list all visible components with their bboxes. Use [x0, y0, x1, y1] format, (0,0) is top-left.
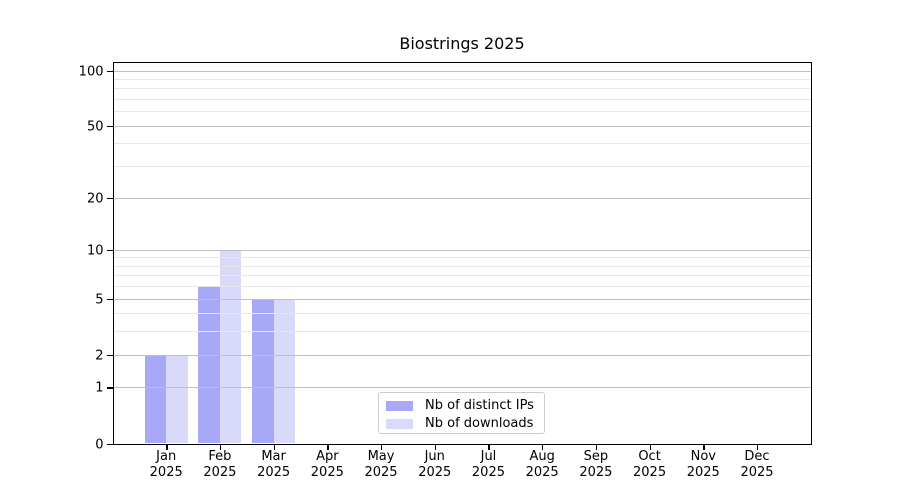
x-tick-sep-2025	[595, 444, 598, 450]
legend-label-downloads: Nb of downloads	[425, 416, 534, 431]
x-tick-label-sep-2025: Sep 2025	[579, 449, 613, 480]
y-tick-label-0: 0	[95, 437, 104, 452]
x-tick-label-jun-2025: Jun 2025	[418, 449, 452, 480]
x-tick-dec-2025	[756, 444, 759, 450]
y-tick-20	[106, 197, 113, 199]
x-tick-mar-2025	[273, 444, 275, 450]
x-tick-label-oct-2025: Oct 2025	[633, 449, 667, 480]
y-tick-10	[106, 249, 113, 252]
bar-nb-of-downloads-jan-2025	[166, 354, 188, 444]
x-tick-apr-2025	[327, 444, 329, 450]
legend-swatch-downloads	[386, 418, 413, 430]
minor-gridline-y-4	[112, 313, 811, 315]
gridline-y-5	[112, 298, 811, 300]
x-tick-label-feb-2025: Feb 2025	[203, 449, 237, 480]
x-tick-jun-2025	[434, 444, 437, 450]
minor-gridline-y-30	[112, 166, 811, 168]
y-tick-5	[106, 298, 113, 301]
bar-nb-of-downloads-feb-2025	[219, 249, 242, 444]
x-tick-label-mar-2025: Mar 2025	[257, 449, 291, 480]
x-tick-label-dec-2025: Dec 2025	[740, 449, 774, 480]
legend: Nb of distinct IPs Nb of downloads	[378, 392, 545, 434]
x-tick-feb-2025	[219, 444, 222, 450]
y-tick-100	[106, 70, 113, 72]
y-tick-0	[106, 443, 113, 445]
minor-gridline-y-60	[112, 111, 811, 113]
x-tick-label-apr-2025: Apr 2025	[310, 449, 344, 480]
y-tick-label-10: 10	[86, 243, 104, 259]
y-tick-50	[106, 125, 113, 128]
x-tick-label-aug-2025: Aug 2025	[525, 449, 559, 480]
legend-swatch-distinct-ips	[386, 400, 413, 412]
minor-gridline-y-70	[112, 99, 811, 101]
minor-gridline-y-3	[112, 331, 811, 333]
y-tick-label-5: 5	[95, 292, 104, 308]
gridline-y-10	[112, 249, 811, 251]
x-tick-jan-2025	[166, 444, 168, 450]
bar-nb-of-distinct-ips-jan-2025	[144, 354, 167, 444]
axis-spine-bottom	[112, 443, 812, 445]
x-tick-label-jul-2025: Jul 2025	[471, 449, 505, 480]
gridline-y-100	[112, 70, 811, 72]
y-tick-label-1: 1	[95, 380, 104, 396]
x-tick-label-nov-2025: Nov 2025	[686, 449, 720, 480]
x-tick-may-2025	[381, 444, 383, 450]
minor-gridline-y-7	[112, 275, 811, 277]
legend-label-distinct-ips: Nb of distinct IPs	[425, 398, 534, 413]
minor-gridline-y-9	[112, 257, 811, 259]
legend-item-downloads: Nb of downloads	[386, 416, 544, 432]
y-tick-label-100: 100	[78, 64, 104, 80]
axis-spine-right	[810, 61, 812, 445]
x-tick-label-jan-2025: Jan 2025	[149, 449, 183, 480]
bar-nb-of-distinct-ips-mar-2025	[252, 298, 274, 444]
y-tick-label-20: 20	[86, 191, 104, 206]
gridline-y-1	[112, 387, 811, 389]
bar-nb-of-distinct-ips-feb-2025	[198, 286, 220, 444]
minor-gridline-y-90	[112, 79, 811, 81]
x-tick-jul-2025	[488, 444, 490, 450]
x-tick-oct-2025	[649, 444, 651, 450]
y-tick-label-2: 2	[95, 348, 104, 364]
y-tick-2	[106, 354, 113, 357]
minor-gridline-y-6	[112, 286, 811, 288]
axis-spine-top	[112, 61, 812, 63]
chart-title: Biostrings 2025	[399, 34, 525, 53]
gridline-y-2	[112, 354, 811, 356]
gridline-y-20	[112, 197, 811, 199]
gridline-y-50	[112, 125, 811, 127]
y-tick-label-50: 50	[86, 119, 104, 135]
y-tick-1	[106, 387, 113, 389]
minor-gridline-y-80	[112, 88, 811, 90]
x-tick-nov-2025	[703, 444, 705, 450]
legend-item-distinct-ips: Nb of distinct IPs	[386, 398, 544, 414]
minor-gridline-y-40	[112, 143, 811, 145]
x-tick-aug-2025	[542, 444, 544, 450]
x-tick-label-may-2025: May 2025	[364, 449, 398, 480]
minor-gridline-y-8	[112, 265, 811, 267]
bar-nb-of-downloads-mar-2025	[273, 298, 296, 444]
axis-spine-left	[112, 61, 114, 445]
